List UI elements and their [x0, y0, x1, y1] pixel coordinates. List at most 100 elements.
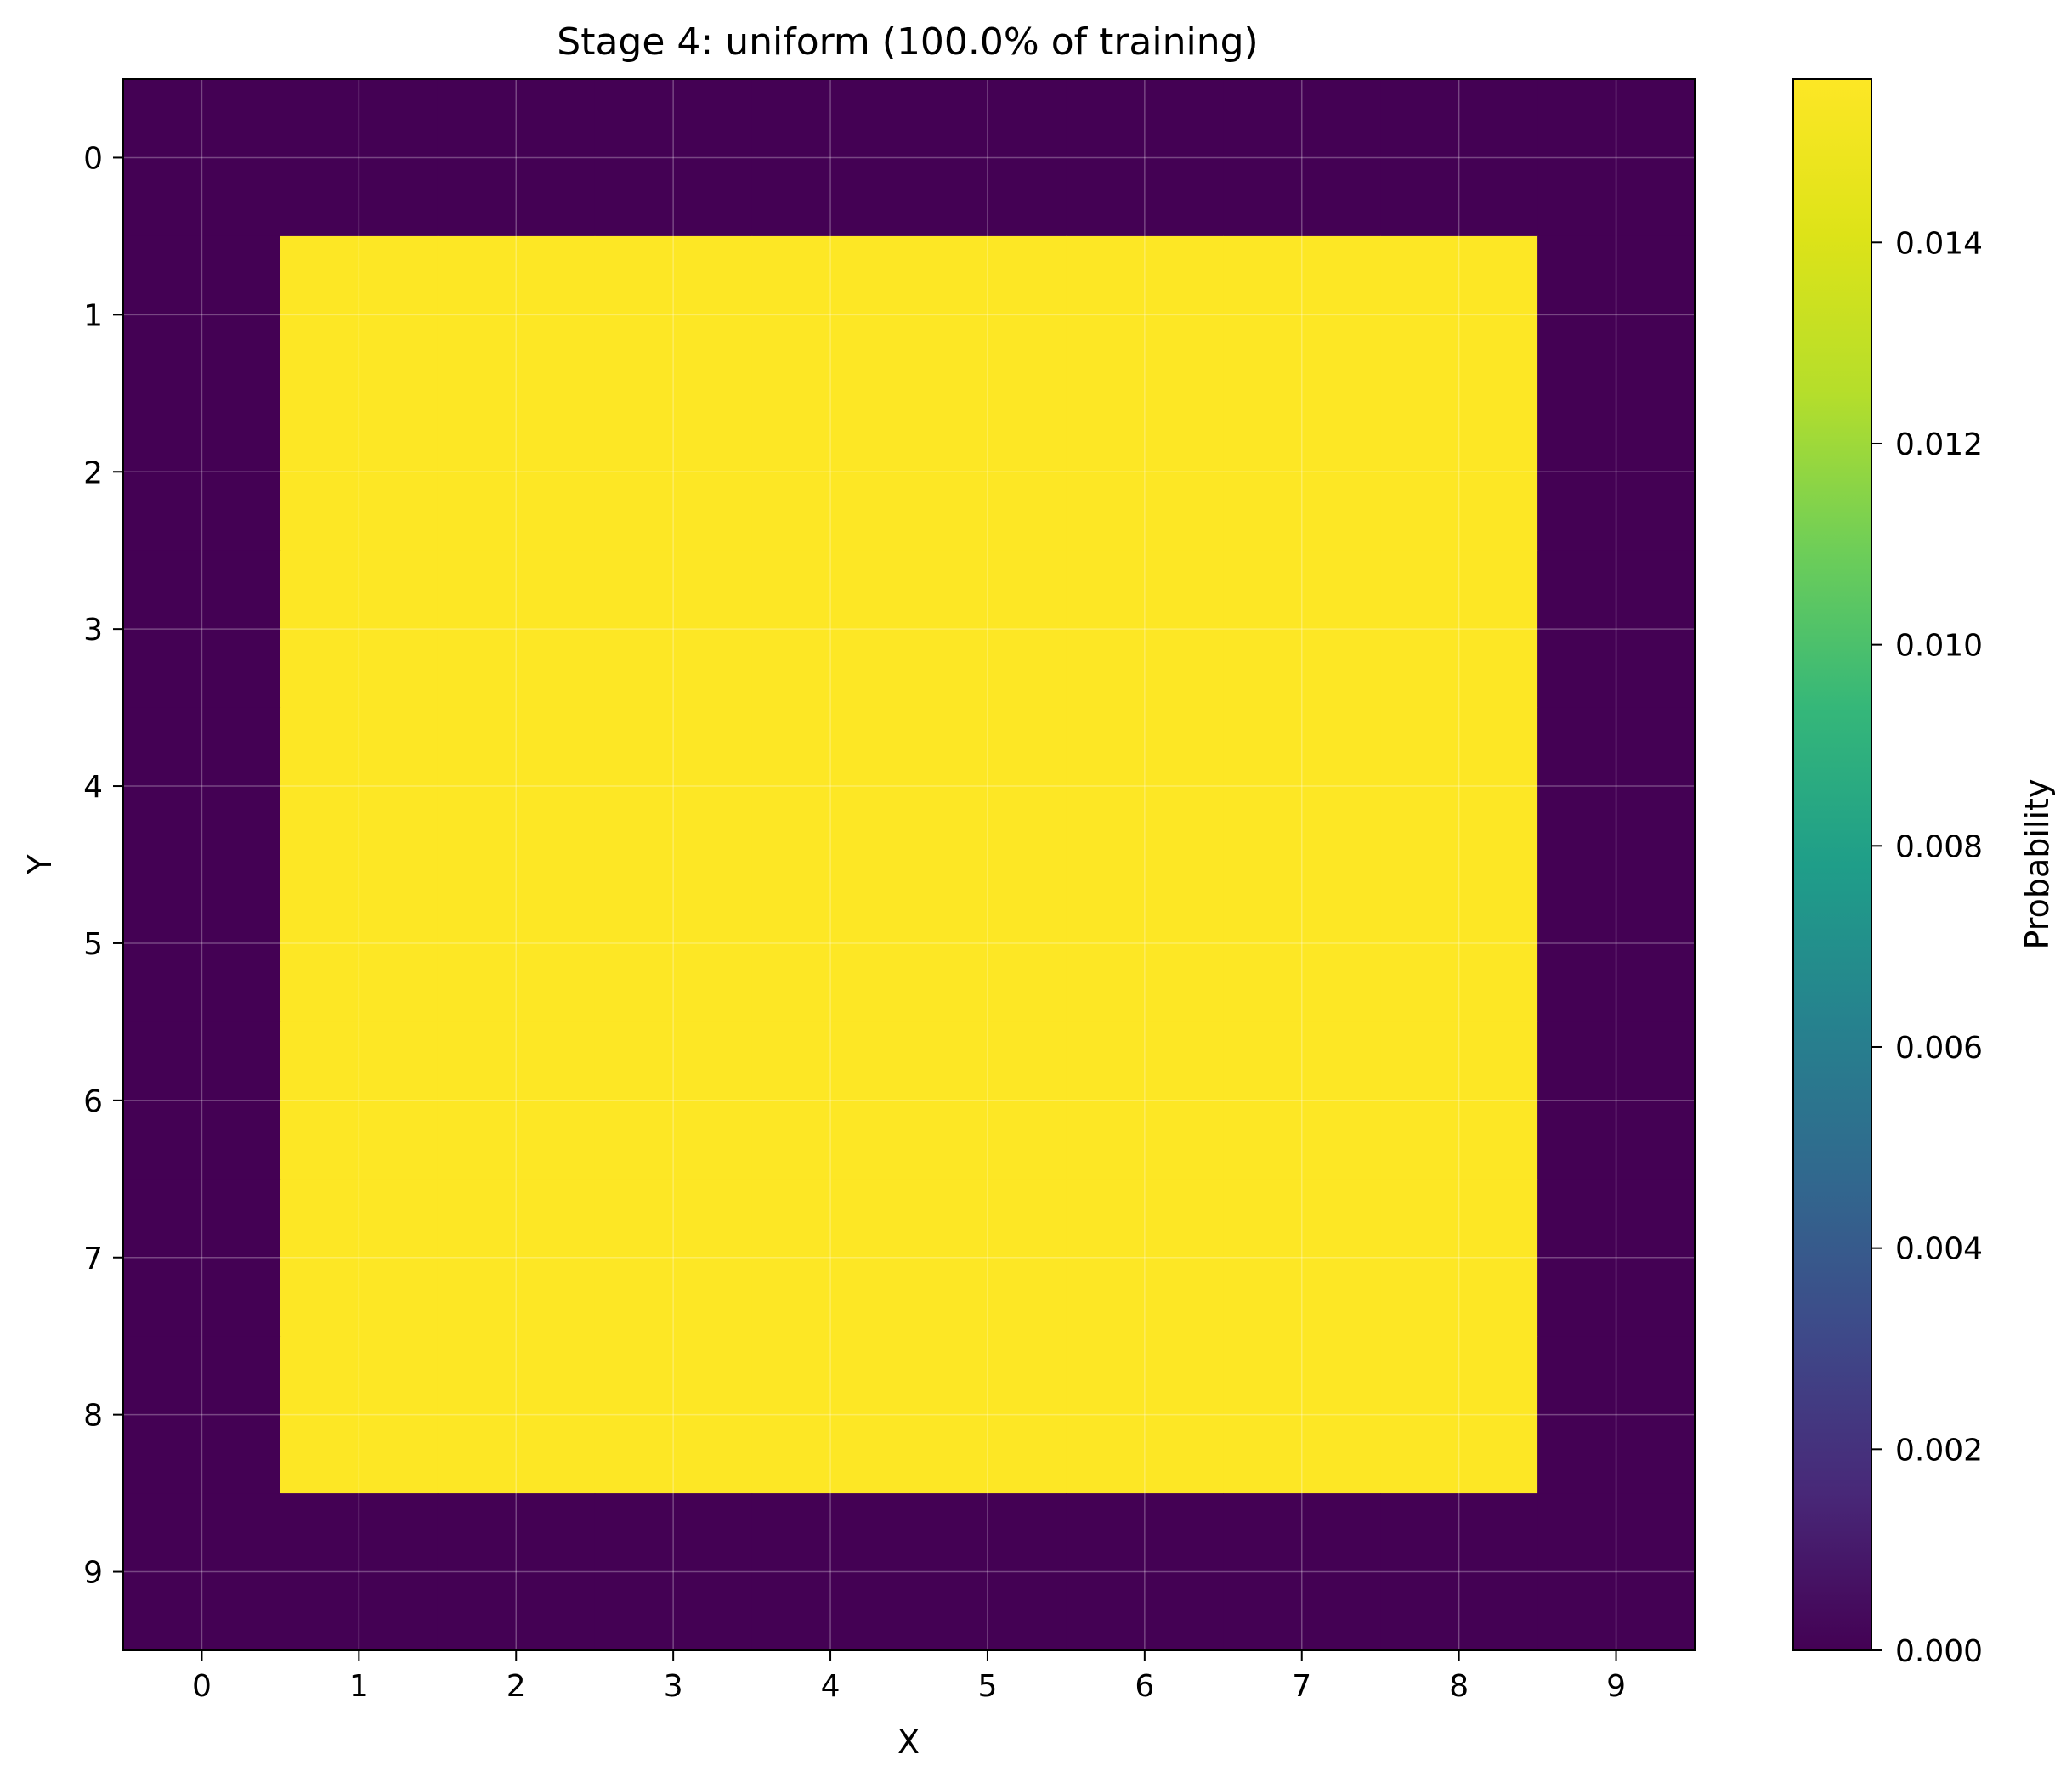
- heatmap-cell: [594, 550, 753, 709]
- heatmap-cell: [1066, 1179, 1224, 1337]
- heatmap-cell: [594, 1336, 753, 1494]
- x-tick-label: 0: [192, 1669, 212, 1704]
- heatmap-cell: [594, 79, 753, 237]
- y-tick-label: 0: [83, 141, 103, 176]
- heatmap-cell: [1223, 1493, 1381, 1651]
- y-tick-label: 9: [83, 1556, 103, 1591]
- heatmap-cell: [909, 1021, 1067, 1180]
- x-tick-label: 9: [1606, 1669, 1626, 1704]
- heatmap-cell: [280, 79, 439, 237]
- heatmap-cell: [1537, 1021, 1696, 1180]
- colorbar-tick-label: 0.000: [1895, 1634, 1983, 1669]
- heatmap-cell: [751, 393, 910, 552]
- heatmap-cell: [1223, 393, 1381, 552]
- heatmap-cell: [1537, 235, 1696, 394]
- heatmap-cell: [1066, 393, 1224, 552]
- y-tick-label: 7: [83, 1242, 103, 1276]
- plot-frame: [122, 78, 1696, 1651]
- y-axis-label: Y: [21, 854, 59, 875]
- heatmap-cell: [1380, 235, 1538, 394]
- heatmap-cell: [751, 864, 910, 1022]
- heatmap-cell: [751, 1021, 910, 1180]
- heatmap-cell: [437, 1179, 596, 1337]
- heatmap-cell: [1380, 1179, 1538, 1337]
- heatmap-cell: [909, 864, 1067, 1022]
- heatmap-cell: [437, 707, 596, 866]
- x-tick-label: 8: [1449, 1669, 1469, 1704]
- heatmap-cell: [1223, 550, 1381, 709]
- heatmap-cell: [123, 235, 281, 394]
- y-axis: 0 1 2 3 4 5 6 7 8 9: [83, 141, 123, 1591]
- heatmap-cell: [1066, 235, 1224, 394]
- heatmap-cell: [909, 393, 1067, 552]
- heatmap-cell: [1537, 1336, 1696, 1494]
- colorbar-tick-label: 0.012: [1895, 427, 1983, 462]
- heatmap-cell: [1380, 550, 1538, 709]
- heatmap-cell: [123, 864, 281, 1022]
- x-tick-label: 2: [507, 1669, 526, 1704]
- grid-lines: [123, 79, 1695, 1650]
- heatmap-cell: [280, 707, 439, 866]
- heatmap-cell: [909, 1336, 1067, 1494]
- heatmap-cell: [437, 393, 596, 552]
- heatmap-cell: [1223, 79, 1381, 237]
- x-tick-label: 3: [664, 1669, 683, 1704]
- heatmap-cell: [751, 1336, 910, 1494]
- heatmap-cell: [1537, 393, 1696, 552]
- heatmap-cell: [909, 550, 1067, 709]
- heatmap-cell: [1223, 1021, 1381, 1180]
- heatmap-cell: [1223, 864, 1381, 1022]
- heatmap-cell: [280, 1336, 439, 1494]
- heatmap-cell: [909, 235, 1067, 394]
- heatmap-cell: [751, 1493, 910, 1651]
- heatmap-cell: [123, 1021, 281, 1180]
- heatmap-cell: [594, 235, 753, 394]
- heatmap-cell: [1380, 393, 1538, 552]
- heatmap-cell: [1380, 79, 1538, 237]
- heatmap-cell: [280, 393, 439, 552]
- heatmap-cell: [1537, 1493, 1696, 1651]
- heatmap-cell: [909, 707, 1067, 866]
- x-tick-label: 7: [1292, 1669, 1311, 1704]
- heatmap-cell: [594, 1493, 753, 1651]
- heatmap-cell: [1380, 707, 1538, 866]
- heatmap-cell: [1537, 864, 1696, 1022]
- chart-title: Stage 4: uniform (100.0% of training): [557, 20, 1258, 64]
- heatmap-cell: [594, 1021, 753, 1180]
- heatmap-cell: [123, 1336, 281, 1494]
- heatmap-cell: [1223, 1179, 1381, 1337]
- x-tick-label: 4: [821, 1669, 841, 1704]
- heatmap-cell: [594, 707, 753, 866]
- heatmap-cell: [437, 550, 596, 709]
- heatmap-cell: [1537, 707, 1696, 866]
- colorbar-tick-label: 0.014: [1895, 226, 1983, 261]
- colorbar-tick-label: 0.008: [1895, 829, 1983, 864]
- x-tick-label: 1: [349, 1669, 369, 1704]
- heatmap-cell: [123, 393, 281, 552]
- colorbar-tick-label: 0.004: [1895, 1232, 1983, 1267]
- heatmap-cell: [909, 79, 1067, 237]
- heatmap-cell: [751, 235, 910, 394]
- heatmap-cell: [1066, 1336, 1224, 1494]
- heatmap-cell: [123, 79, 281, 237]
- x-axis-label: X: [897, 1723, 920, 1761]
- y-tick-label: 4: [83, 770, 103, 805]
- heatmap-cell: [1380, 1493, 1538, 1651]
- heatmap-cell: [1066, 79, 1224, 237]
- heatmap-cell: [1223, 707, 1381, 866]
- heatmap-cell: [909, 1179, 1067, 1337]
- colorbar-ticks: 0.000 0.002 0.004 0.006 0.008 0.010 0.012 0.014: [1871, 226, 1983, 1669]
- y-tick-label: 3: [83, 613, 103, 648]
- y-tick-label: 6: [83, 1084, 103, 1119]
- heatmap-cell: [751, 707, 910, 866]
- heatmap-cell: [1537, 550, 1696, 709]
- colorbar-label: Probability: [2018, 779, 2056, 950]
- heatmap-cell: [1066, 550, 1224, 709]
- heatmap-cell: [1223, 1336, 1381, 1494]
- heatmap-cell: [1066, 864, 1224, 1022]
- x-axis: 0 1 2 3 4 5 6 7 8 9: [192, 1650, 1626, 1704]
- heatmap-cell: [437, 235, 596, 394]
- heatmap-cell: [123, 707, 281, 866]
- heatmap-cell: [280, 864, 439, 1022]
- heatmap-cell: [594, 393, 753, 552]
